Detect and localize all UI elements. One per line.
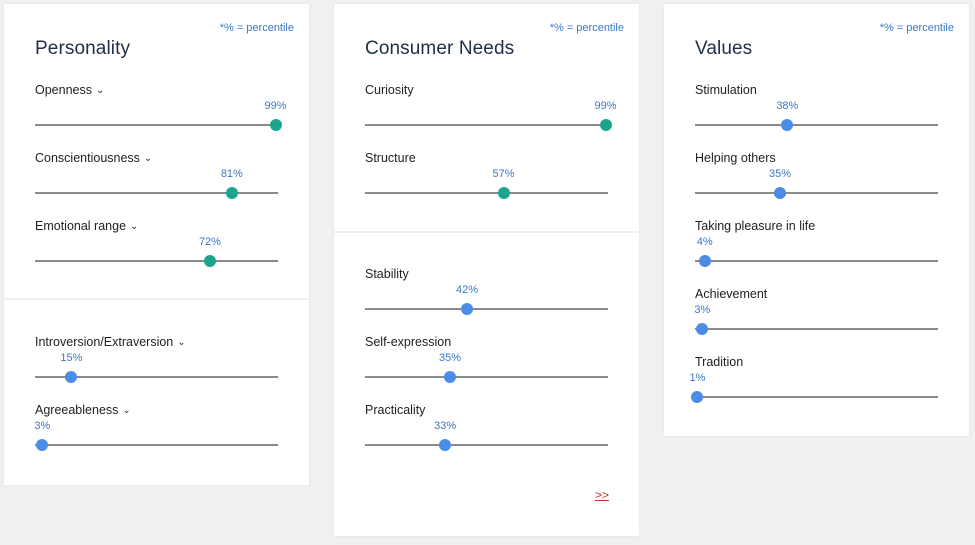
trait-label: Stability (365, 267, 409, 281)
percentile-slider: 35% (695, 168, 938, 199)
percentile-value: 1% (689, 372, 706, 384)
percentile-value: 99% (264, 100, 287, 112)
trait-label-dropdown[interactable]: Introversion/Extraversion ⌄ (35, 335, 186, 349)
need-self-expression: Self-expression 35% (334, 335, 639, 405)
percentile-value: 35% (439, 352, 462, 364)
personality-card: *% = percentile Personality Openness ⌄ 99… (4, 4, 309, 485)
percentile-slider: 72% (35, 236, 278, 267)
trait-conscientiousness: Conscientiousness ⌄ 81% (4, 151, 309, 221)
slider-handle[interactable] (65, 371, 78, 383)
percentile-slider: 1% (689, 372, 938, 403)
slider-handle[interactable] (269, 119, 282, 131)
section-divider (4, 298, 309, 300)
slider-handle[interactable] (599, 119, 612, 131)
percentile-slider: 3% (694, 304, 938, 335)
percentile-value: 35% (769, 168, 792, 180)
slider-handle[interactable] (439, 439, 452, 451)
slider-handle[interactable] (444, 371, 457, 383)
value-tradition: Tradition 1% (664, 355, 969, 425)
trait-label: Curiosity (365, 83, 414, 97)
percentile-value: 15% (60, 352, 83, 364)
percentile-value: 38% (776, 100, 799, 112)
chevron-down-icon[interactable]: ⌄ (122, 405, 131, 416)
need-structure: Structure 57% (334, 151, 639, 221)
percentile-value: 33% (434, 420, 457, 432)
trait-label: Taking pleasure in life (695, 219, 816, 233)
slider-handle[interactable] (497, 187, 510, 199)
need-stability: Stability 42% (334, 267, 639, 337)
trait-label: Self-expression (365, 335, 452, 349)
trait-label: Practicality (365, 403, 426, 417)
chevron-down-icon[interactable]: ⌄ (95, 85, 105, 96)
chevron-down-icon[interactable]: ⌄ (177, 337, 186, 348)
card-title: Values (695, 38, 753, 59)
percentile-slider: 99% (365, 100, 617, 131)
values-card: *% = percentile Values Stimulation 38% H… (664, 4, 969, 436)
value-achievement: Achievement 3% (664, 287, 969, 357)
percentile-value: 3% (34, 420, 51, 432)
need-practicality: Practicality 33% (334, 403, 639, 473)
trait-label: Achievement (695, 287, 768, 301)
percentile-value: 99% (594, 100, 617, 112)
trait-agreeableness: Agreeableness ⌄ 3% (4, 403, 309, 473)
trait-label: Tradition (695, 355, 744, 369)
percentile-value: 4% (696, 236, 713, 248)
chevron-down-icon[interactable]: ⌄ (130, 221, 139, 232)
slider-handle[interactable] (36, 439, 49, 451)
percentile-slider: 38% (695, 100, 938, 131)
trait-label-dropdown[interactable]: Emotional range ⌄ (35, 219, 139, 233)
slider-handle[interactable] (691, 391, 704, 403)
card-title: Consumer Needs (365, 38, 515, 59)
trait-label: Structure (365, 151, 416, 165)
trait-label-dropdown[interactable]: Openness ⌄ (35, 83, 105, 97)
slider-handle[interactable] (461, 303, 474, 315)
slider-handle[interactable] (203, 255, 216, 267)
chevron-down-icon[interactable]: ⌄ (143, 153, 153, 164)
trait-label: Helping others (695, 151, 776, 165)
value-stimulation: Stimulation 38% (664, 83, 969, 153)
trait-introversion-extraversion: Introversion/Extraversion ⌄ 15% (4, 335, 309, 405)
percentile-value: 3% (694, 304, 711, 316)
percentile-slider: 3% (34, 420, 278, 451)
percentile-note: *% = percentile (219, 22, 294, 34)
trait-label: Stimulation (695, 83, 757, 97)
value-helping-others: Helping others 35% (664, 151, 969, 221)
percentile-slider: 99% (35, 100, 287, 131)
slider-handle[interactable] (225, 187, 238, 199)
percentile-value: 81% (220, 168, 243, 180)
trait-openness: Openness ⌄ 99% (4, 83, 309, 153)
slider-handle[interactable] (774, 187, 787, 199)
need-curiosity: Curiosity 99% (334, 83, 639, 153)
trait-label-dropdown[interactable]: Agreeableness ⌄ (35, 403, 131, 417)
percentile-slider: 57% (365, 168, 608, 199)
slider-handle[interactable] (781, 119, 794, 131)
percentile-value: 57% (492, 168, 515, 180)
consumer-needs-card: *% = percentile Consumer Needs Curiosity… (334, 4, 639, 536)
value-taking-pleasure-in-life: Taking pleasure in life 4% (664, 219, 969, 289)
trait-label-dropdown[interactable]: Conscientiousness ⌄ (35, 151, 153, 165)
percentile-note: *% = percentile (549, 22, 624, 34)
more-link[interactable]: >> (594, 488, 609, 502)
slider-handle[interactable] (698, 255, 711, 267)
percentile-slider: 33% (365, 420, 608, 451)
slider-handle[interactable] (696, 323, 709, 335)
percentile-slider: 35% (365, 352, 608, 383)
trait-emotional-range: Emotional range ⌄ 72% (4, 219, 309, 289)
percentile-slider: 4% (695, 236, 938, 267)
percentile-value: 42% (456, 284, 479, 296)
percentile-value: 72% (198, 236, 221, 248)
card-title: Personality (35, 38, 131, 59)
percentile-slider: 15% (35, 352, 278, 383)
section-divider (334, 231, 639, 233)
percentile-note: *% = percentile (879, 22, 954, 34)
percentile-slider: 81% (35, 168, 278, 199)
percentile-slider: 42% (365, 284, 608, 315)
